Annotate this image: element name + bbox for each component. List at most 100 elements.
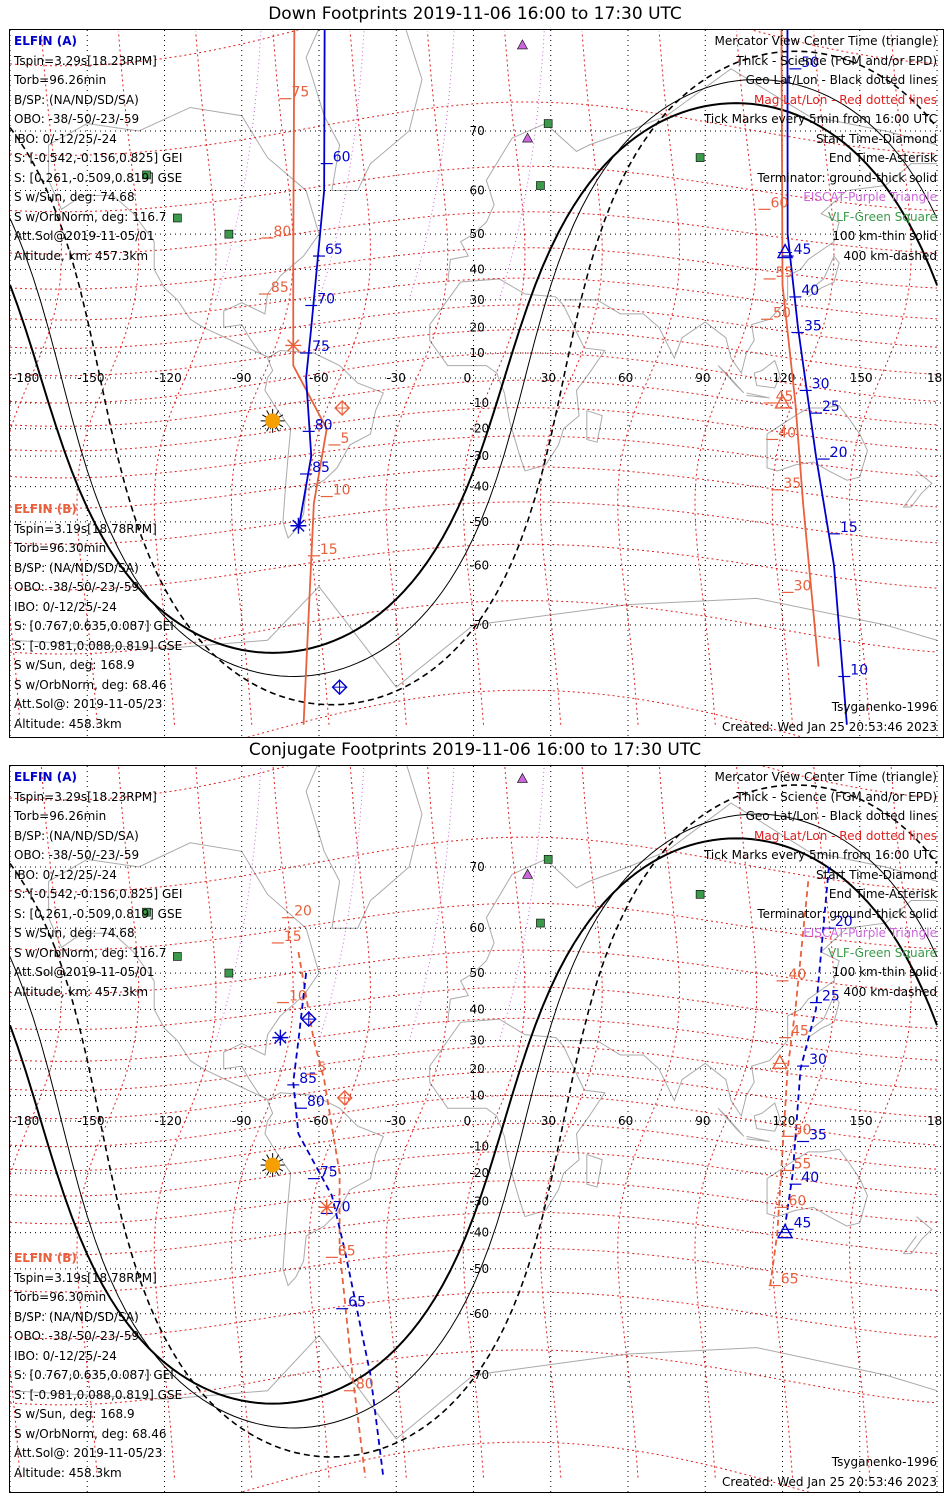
lat-tick-label: 30 [470,293,485,307]
map-canvas[interactable]: -180-150-120-90-60-300306090120150180706… [10,30,943,737]
elfin-a-track[interactable] [292,972,385,1478]
terminator-400km [10,784,938,1458]
info-line: Att.Sol@: 2019-11-05/23 [14,1446,163,1460]
vlf-station[interactable] [173,952,182,961]
info-line: Att.Sol@: 2019-11-05/23 [14,697,163,711]
info-line: OBO: -38/-50/-23/-59 [14,580,140,594]
elfin-b-tick-label: 15 [320,542,338,558]
vlf-station[interactable] [536,918,545,928]
elfin-b-track[interactable] [297,951,367,1478]
sun-icon [260,408,285,433]
vlf-station[interactable] [173,213,182,223]
legend-item: EISCAT-Purple Triangle [803,190,937,204]
eiscat-station[interactable] [522,868,534,879]
lat-tick-label: 40 [470,1002,485,1016]
info-line: OBO: -38/-50/-23/-59 [14,1329,140,1343]
info-line: S w/Sun, deg: 168.9 [14,658,135,672]
info-line: S w/Sun, deg: 74.68 [14,190,135,204]
lon-tick-label: 60 [618,371,633,385]
vlf-station[interactable] [543,855,553,864]
eiscat-station[interactable] [522,132,534,143]
legend-item: Tick Marks every 5min from 16:00 UTC [703,112,937,126]
elfin-b-track[interactable] [762,30,820,667]
lat-tick-label: -30 [470,1194,490,1208]
vlf-station[interactable] [224,229,234,239]
elfin-a-view-triangle[interactable] [776,243,794,259]
mag-meridians [215,766,545,1041]
vlf-station[interactable] [695,890,705,899]
elfin-a-tick-label: 15 [840,520,858,536]
elfin-b-end-asterisk[interactable] [285,337,302,354]
eiscat-station[interactable] [516,39,528,50]
elfin-b-header: ELFIN (B) [14,1251,77,1265]
elfin-a-end-asterisk[interactable] [272,1029,289,1046]
info-line: Torb=96.30min [14,1290,107,1304]
lat-tick-label: 60 [470,184,485,198]
elfin-b-tick-label: 80 [356,1377,374,1393]
elfin-a-tick-label: 80 [315,417,333,433]
lat-tick-label: 10 [470,346,485,360]
info-line: Att.Sol@2019-11-05/01 [14,229,155,243]
legend-item: 400 km-dashed [843,984,937,999]
elfin-a-view-triangle[interactable] [776,1223,794,1239]
elfin-b-end-asterisk[interactable] [318,1199,335,1216]
info-line: B/SP: (NA/ND/SD/SA) [14,828,139,843]
vlf-station[interactable] [142,170,151,180]
eiscat-station[interactable] [516,772,528,783]
elfin-b-track[interactable] [292,30,328,725]
lat-tick-label: -60 [470,1307,490,1321]
elfin-b-tick-label: 15 [284,929,302,945]
lon-tick-label: 150 [850,371,873,385]
map-canvas[interactable]: -180-150-120-90-60-300306090120150180706… [10,766,943,1492]
vlf-station[interactable] [536,181,545,190]
legend-item: Start Time-Diamond [815,867,937,882]
elfin-b-start-diamond[interactable] [336,1089,353,1106]
elfin-a-tick-label: 80 [307,1094,325,1110]
map-panel-down: -180 -150 -120 -90 -60 -30 0 30 60 90 120 150 180 70 6… [9,29,944,738]
elfin-b-tick-label: 65 [781,1272,799,1288]
elfin-a-start-diamond[interactable] [331,679,348,696]
lon-tick-label: -150 [77,371,104,385]
info-line: Torb=96.26min [14,73,107,87]
terminator-100km [10,813,938,1429]
lat-tick-label: -20 [470,1166,490,1180]
lat-tick-label: -70 [470,1368,490,1382]
vlf-station[interactable] [224,968,234,978]
elfin-a-track[interactable] [784,866,830,1227]
elfin-b-view-triangle[interactable] [774,393,791,409]
lat-tick-label: -70 [470,618,490,632]
elfin-a-start-diamond[interactable] [300,1011,317,1028]
vlf-station[interactable] [543,119,553,128]
elfin-b-start-diamond[interactable] [334,400,351,417]
elfin-a-tick-label: 20 [835,914,853,930]
elfin-b-info: ELFIN (B) Tspin=3.19s[18.78RPM] Torb=96.3… [14,1249,182,1483]
lat-tick-label: -30 [470,449,490,463]
lon-tick-label: -30 [386,371,406,385]
elfin-b-view-triangle[interactable] [771,1053,789,1070]
elfin-a-tick-label: 25 [822,399,840,415]
elfin-a-track[interactable] [783,30,848,725]
mag-grid [10,30,938,737]
elfin-a-tick-label: 10 [850,663,868,679]
elfin-b-tick-label: 10 [289,989,307,1005]
vlf-station[interactable] [142,907,151,917]
lon-tick-label: -150 [77,1114,104,1128]
legend-item: Terminator: ground-thick solid [757,170,937,185]
axis-labels: -180 -150 -120 -90 -60 -30 0 30 60 90 120 150 180 70 6… [12,124,943,632]
info-line: Altitude, km: 457.3km [14,984,149,999]
elfin-b-track[interactable] [768,881,810,1291]
lon-tick-label: 30 [541,1114,556,1128]
lat-tick-label: -10 [470,1140,490,1154]
legend: Mercator View Center Time (triangle) Thic… [704,32,937,266]
elfin-b-tick-label: 50 [794,1122,812,1138]
vlf-station[interactable] [695,153,705,162]
elfin-a-tick-label: 50 [801,55,819,71]
elfin-b-tick-label: 10 [333,483,351,499]
info-line: S w/Sun, deg: 168.9 [14,1407,135,1421]
elfin-a-end-asterisk[interactable] [290,517,307,534]
elfin-a-tick-label: 85 [299,1071,317,1087]
lon-tick-label: -60 [309,371,329,385]
lat-tick-label: 40 [470,262,485,276]
coastlines [10,766,938,1440]
legend-item: 100 km-thin solid [832,965,937,979]
